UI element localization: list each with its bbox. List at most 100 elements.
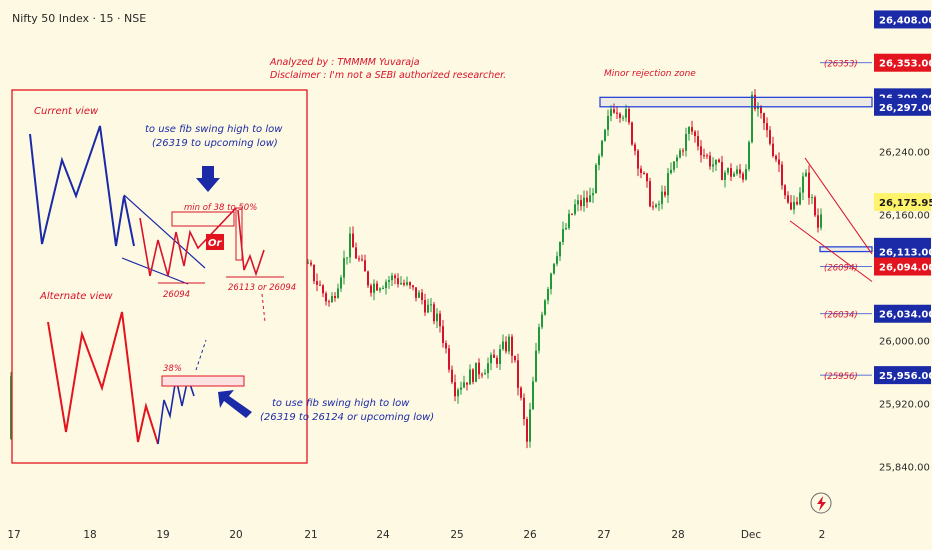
candle-body [769, 130, 771, 144]
candle-body [646, 173, 648, 182]
candle-body [418, 292, 420, 298]
candle-body [559, 241, 561, 257]
candle-body [706, 155, 708, 157]
candle-body [403, 282, 405, 285]
down-arrow-icon [196, 166, 220, 192]
time-axis[interactable]: 17 18 19 20 21 24 25 26 27 28 Dec 2 [7, 529, 825, 541]
time-tick: 17 [7, 529, 20, 541]
candle-body [10, 376, 12, 439]
candle-body [622, 117, 624, 119]
candle-body [781, 164, 783, 186]
candle-body [661, 191, 663, 204]
level-label: (26353) [824, 60, 858, 70]
candle-body [805, 172, 807, 177]
price-tag[interactable]: 26,240.00 [879, 148, 930, 159]
candle-body [751, 94, 753, 143]
candle-body [316, 281, 318, 285]
candle-body [787, 195, 789, 203]
candle-body [703, 155, 705, 157]
price-tag[interactable]: 26,353.00 [879, 59, 932, 70]
candle-body [322, 285, 324, 294]
symbol-title[interactable]: Nifty 50 Index · 15 · NSE [12, 12, 146, 25]
price-tag[interactable]: 26,034.00 [879, 310, 932, 321]
candle-body [370, 285, 372, 293]
candle-body [463, 382, 465, 388]
candle-body [547, 289, 549, 301]
candle-body [775, 155, 777, 160]
candle-body [400, 282, 402, 285]
candle-body [637, 150, 639, 169]
candle-body [394, 275, 396, 279]
candle-body [553, 263, 555, 274]
lightning-icon[interactable] [810, 492, 832, 514]
candle-body [760, 106, 762, 114]
price-tag[interactable]: 26,000.00 [879, 336, 930, 347]
candle-body [700, 146, 702, 156]
candle-body [565, 227, 567, 230]
price-tag[interactable]: 26,160.00 [879, 211, 930, 222]
candle-body [673, 161, 675, 170]
candle-body [364, 260, 366, 272]
candle-body [793, 201, 795, 210]
alternate-view-wave [47, 311, 159, 445]
price-tag[interactable]: 26,297.00 [879, 103, 932, 114]
zone-box [599, 96, 873, 108]
candle-body [604, 129, 606, 141]
candle-body [655, 204, 657, 207]
candle-body [520, 387, 522, 398]
candle-body [544, 300, 546, 315]
candle-body [337, 288, 339, 298]
price-tag[interactable]: 26,408.00 [879, 15, 932, 26]
time-tick: 19 [156, 529, 169, 541]
fib-note-1-line1: to use fib swing high to low [145, 124, 283, 135]
candle-body [442, 326, 444, 344]
price-tag-bg [874, 10, 931, 29]
candle-body [556, 256, 558, 264]
candle-body [484, 373, 486, 375]
candle-body [649, 181, 651, 207]
candle-body [433, 304, 435, 322]
candle-body [550, 273, 552, 290]
candle-body [538, 327, 540, 351]
time-tick: 25 [450, 529, 463, 541]
fib-note-2-line1: to use fib swing high to low [272, 398, 410, 409]
candle-body [628, 109, 630, 123]
candle-body [709, 155, 711, 167]
rejection-zone-label: Minor rejection zone [604, 69, 696, 79]
candle-body [643, 173, 645, 175]
current-red-wave [139, 207, 237, 277]
candle-body [409, 282, 411, 286]
wedge-bottom-line [121, 257, 189, 285]
candle-body [517, 360, 519, 388]
price-tag[interactable]: 25,840.00 [879, 462, 930, 473]
time-tick: 26 [523, 529, 537, 541]
time-tick: 20 [229, 529, 242, 541]
price-tag[interactable]: 25,956.00 [879, 371, 932, 382]
candle-body [499, 349, 501, 364]
candle-body [436, 313, 438, 322]
candle-body [598, 155, 600, 166]
price-scale[interactable]: 26,408.0026,353.0026,309.0026,297.0026,2… [874, 10, 932, 473]
candle-body [511, 336, 513, 356]
candle-body [640, 168, 642, 174]
dashed-up-arrow [195, 339, 207, 371]
candle-body [430, 304, 432, 306]
candle-body [523, 397, 525, 420]
candle-body [811, 197, 813, 199]
price-tag[interactable]: 26,113.00 [879, 248, 932, 259]
candle-body [688, 127, 690, 134]
candle-body [310, 262, 312, 265]
candle-body [475, 362, 477, 382]
trendline [789, 220, 873, 282]
candle-body [571, 213, 573, 215]
candle-body [586, 197, 588, 203]
candle-body [676, 157, 678, 162]
candle-body [697, 136, 699, 147]
candle-body [625, 109, 627, 118]
price-tag[interactable]: 25,920.00 [879, 399, 930, 410]
price-tag[interactable]: 26,175.95 [879, 198, 932, 209]
price-tag[interactable]: 26,094.00 [879, 263, 932, 274]
candle-body [736, 169, 738, 174]
fib-note-1-line2: (26319 to upcoming low) [152, 138, 278, 149]
